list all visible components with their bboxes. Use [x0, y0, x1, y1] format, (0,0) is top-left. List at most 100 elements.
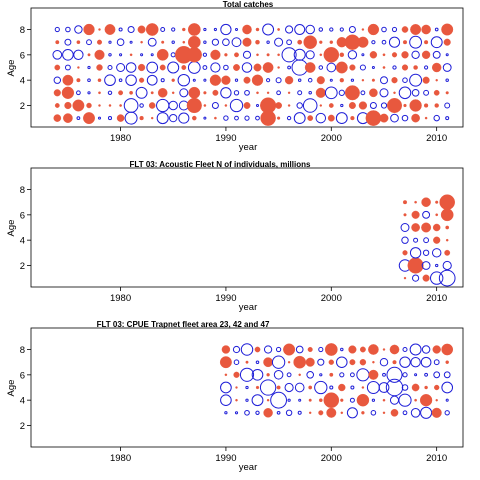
positive-residual-bubble: [243, 76, 251, 84]
negative-residual-bubble: [349, 397, 355, 403]
positive-residual-bubble: [61, 86, 75, 99]
y-tick-label: 8: [20, 345, 25, 356]
positive-residual-bubble: [287, 104, 291, 107]
positive-residual-bubble: [284, 76, 294, 85]
negative-residual-bubble: [433, 359, 440, 366]
negative-residual-bubble: [392, 65, 397, 70]
negative-residual-bubble: [307, 77, 313, 83]
x-tick-label: 1980: [110, 293, 131, 304]
negative-residual-bubble: [378, 382, 390, 393]
positive-residual-bubble: [434, 384, 440, 391]
negative-residual-bubble: [240, 343, 254, 356]
negative-residual-bubble: [380, 102, 388, 109]
negative-residual-bubble: [324, 86, 338, 100]
negative-residual-bubble: [139, 103, 144, 108]
negative-residual-bubble: [369, 101, 377, 110]
positive-residual-bubble: [287, 91, 291, 95]
negative-residual-bubble: [64, 38, 72, 46]
positive-residual-bubble: [157, 88, 168, 98]
positive-residual-bubble: [116, 114, 125, 122]
y-tick-label: 4: [20, 76, 25, 87]
positive-residual-bubble: [76, 78, 81, 83]
panel-2-xlabel: year: [239, 302, 257, 313]
negative-residual-bubble: [125, 62, 137, 73]
negative-residual-bubble: [220, 394, 232, 407]
positive-residual-bubble: [338, 383, 346, 392]
negative-residual-bubble: [251, 368, 264, 381]
negative-residual-bubble: [297, 90, 303, 96]
x-tick-label: 1990: [215, 453, 236, 464]
positive-residual-bubble: [368, 369, 379, 380]
positive-residual-bubble: [305, 357, 315, 367]
negative-residual-bubble: [233, 90, 240, 96]
negative-residual-bubble: [445, 116, 450, 121]
negative-residual-bubble: [87, 78, 91, 82]
positive-residual-bubble: [53, 89, 61, 97]
positive-residual-bubble: [318, 410, 324, 416]
negative-residual-bubble: [381, 39, 387, 45]
positive-residual-bubble: [148, 102, 156, 109]
positive-residual-bubble: [277, 116, 281, 120]
positive-residual-bubble: [98, 104, 101, 107]
positive-residual-bubble: [97, 78, 102, 83]
negative-residual-bubble: [435, 263, 439, 268]
panel-acoustic-fleet: FLT 03: Acoustic Fleet N of individuals,…: [6, 160, 464, 313]
negative-residual-bubble: [432, 248, 442, 258]
negative-residual-bubble: [424, 65, 429, 70]
negative-residual-bubble: [386, 366, 403, 383]
positive-residual-bubble: [224, 373, 228, 377]
negative-residual-bubble: [445, 398, 449, 402]
negative-residual-bubble: [52, 49, 63, 60]
positive-residual-bubble: [411, 210, 420, 219]
negative-residual-bubble: [87, 91, 91, 95]
positive-residual-bubble: [401, 64, 409, 71]
positive-residual-bubble: [413, 65, 418, 70]
negative-residual-bubble: [420, 406, 433, 419]
panel-2-ticks: 1980 1990 2000 2010 2 4 6 8: [20, 185, 448, 304]
negative-residual-bubble: [232, 345, 241, 354]
positive-residual-bubble: [349, 64, 356, 71]
positive-residual-bubble: [401, 26, 409, 33]
positive-residual-bubble: [361, 386, 365, 389]
negative-residual-bubble: [286, 372, 292, 378]
positive-residual-bubble: [329, 40, 334, 44]
negative-residual-bubble: [244, 409, 250, 416]
positive-residual-bubble: [233, 371, 240, 378]
positive-residual-bubble: [224, 104, 228, 107]
negative-residual-bubble: [65, 26, 71, 33]
positive-residual-bubble: [266, 53, 270, 57]
negative-residual-bubble: [402, 77, 408, 83]
negative-residual-bubble: [433, 114, 440, 122]
positive-residual-bubble: [328, 103, 334, 108]
x-tick-label: 1980: [110, 453, 131, 464]
positive-residual-bubble: [348, 102, 356, 109]
negative-residual-bubble: [402, 372, 408, 378]
negative-residual-bubble: [414, 373, 418, 377]
negative-residual-bubble: [319, 373, 323, 377]
positive-residual-bubble: [275, 102, 282, 109]
positive-residual-bubble: [435, 200, 439, 204]
positive-residual-bubble: [435, 78, 438, 82]
positive-residual-bubble: [307, 346, 313, 353]
negative-residual-bubble: [293, 48, 306, 61]
negative-residual-bubble: [241, 62, 253, 73]
positive-residual-bubble: [186, 47, 202, 63]
positive-residual-bubble: [387, 98, 402, 113]
positive-residual-bubble: [326, 407, 337, 418]
positive-residual-bubble: [188, 86, 201, 99]
negative-residual-bubble: [73, 49, 84, 60]
positive-residual-bubble: [293, 355, 307, 369]
negative-residual-bubble: [203, 116, 207, 120]
positive-residual-bubble: [361, 78, 365, 82]
positive-residual-bubble: [140, 40, 143, 44]
negative-residual-bubble: [305, 24, 315, 35]
positive-residual-bubble: [255, 385, 260, 390]
negative-residual-bubble: [123, 98, 139, 113]
positive-residual-bubble: [357, 36, 369, 48]
positive-residual-bubble: [262, 62, 274, 73]
negative-residual-bubble: [379, 357, 389, 367]
negative-residual-bubble: [192, 78, 196, 82]
positive-residual-bubble: [235, 398, 238, 402]
negative-residual-bubble: [410, 357, 421, 368]
positive-residual-bubble: [83, 112, 95, 125]
